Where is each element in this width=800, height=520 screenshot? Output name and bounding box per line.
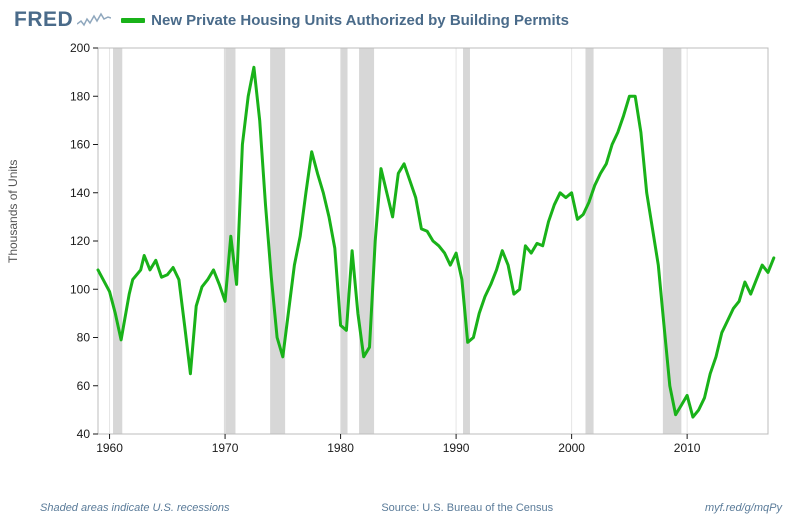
svg-text:60: 60 [77, 379, 91, 393]
chart-container: FRED New Private Housing Units Authorize… [0, 0, 800, 520]
footer-center: Source: U.S. Bureau of the Census [381, 502, 553, 514]
svg-text:2000: 2000 [558, 441, 585, 455]
chart-header: FRED New Private Housing Units Authorize… [14, 8, 569, 32]
svg-text:160: 160 [70, 138, 90, 152]
legend-swatch [121, 18, 145, 23]
svg-text:180: 180 [70, 89, 90, 103]
svg-text:140: 140 [70, 186, 90, 200]
legend: New Private Housing Units Authorized by … [121, 12, 569, 29]
legend-text: New Private Housing Units Authorized by … [151, 12, 569, 29]
svg-text:40: 40 [77, 427, 91, 441]
fred-spark-icon [77, 12, 111, 28]
svg-text:2010: 2010 [674, 441, 701, 455]
footer-right: myf.red/g/mqPy [705, 502, 782, 514]
footer-left: Shaded areas indicate U.S. recessions [40, 502, 230, 514]
svg-text:1990: 1990 [443, 441, 470, 455]
chart-footer: Shaded areas indicate U.S. recessions So… [40, 502, 782, 514]
svg-text:1970: 1970 [212, 441, 239, 455]
svg-text:1980: 1980 [327, 441, 354, 455]
svg-text:100: 100 [70, 282, 90, 296]
svg-text:1960: 1960 [96, 441, 123, 455]
fred-logo-text: FRED [14, 8, 73, 32]
svg-text:80: 80 [77, 331, 91, 345]
chart-plot: 40 60 80 100 120 140 160 180 200 1960 1970 1980 1990… [70, 42, 780, 472]
fred-logo: FRED [14, 8, 111, 32]
svg-text:120: 120 [70, 234, 90, 248]
svg-text:200: 200 [70, 42, 90, 55]
y-axis-label: Thousands of Units [6, 160, 20, 263]
